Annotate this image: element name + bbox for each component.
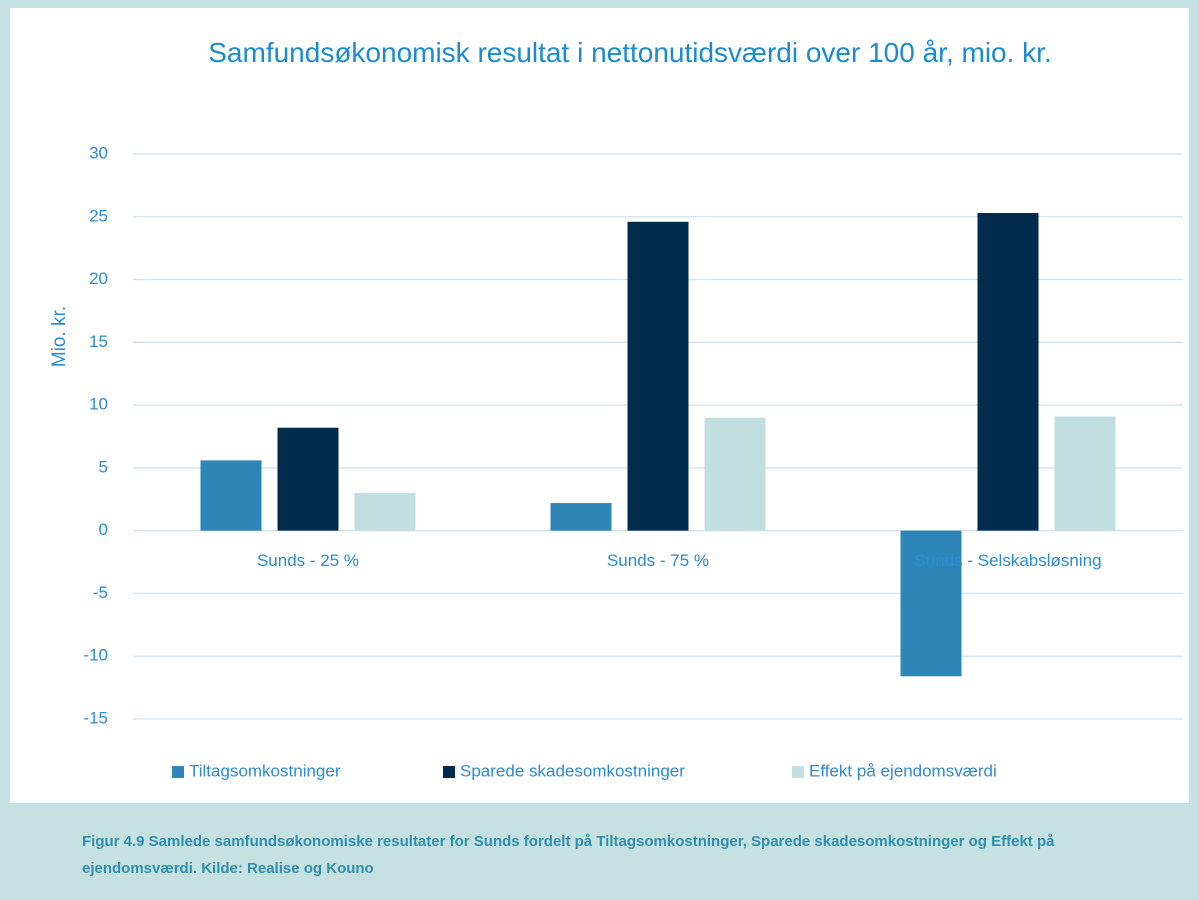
y-tick-label: 20 [89,269,108,288]
chart-title: Samfundsøkonomisk resultat i nettonutids… [208,37,1052,68]
bar [977,213,1039,531]
y-axis-title: Mio. kr. [49,306,70,367]
bar [900,530,962,677]
caption: Figur 4.9 Samlede samfundsøkonomiske res… [82,833,1055,877]
legend-swatch [443,766,455,778]
y-tick-label: -10 [83,646,108,665]
y-tick-label: 5 [99,457,108,476]
y-tick-label: 0 [99,520,108,539]
y-tick-label: -15 [83,708,108,727]
legend-label: Tiltagsomkostninger [189,761,341,780]
chart: -15 -10 -5 0 5 10 15 20 25 30 Mio. kr. Sunds - 25 %… [49,143,1183,780]
y-tick-label: 10 [89,395,108,414]
bar [354,493,416,531]
legend-label: Sparede skadesomkostninger [460,761,685,780]
x-tick-label: Sunds - 75 % [607,551,709,570]
bar [704,417,766,531]
y-tick-label: 30 [89,143,108,162]
legend-swatch [172,766,184,778]
bar [1054,416,1116,531]
x-tick-label: Sunds - Selskabsløsning [914,551,1101,570]
bar [277,427,339,531]
bar [200,460,262,531]
chart-panel: -15 -10 -5 0 5 10 15 20 25 30 Mio. kr. Sunds - 25 %… [10,8,1189,803]
legend-label: Effekt på ejendomsværdi [809,761,997,780]
x-tick-label: Sunds - 25 % [257,551,359,570]
legend-swatch [792,766,804,778]
bar [550,503,612,531]
y-tick-label: 15 [89,332,108,351]
y-tick-label: -5 [93,583,108,602]
bar [627,221,689,531]
y-tick-label: 25 [89,206,108,225]
